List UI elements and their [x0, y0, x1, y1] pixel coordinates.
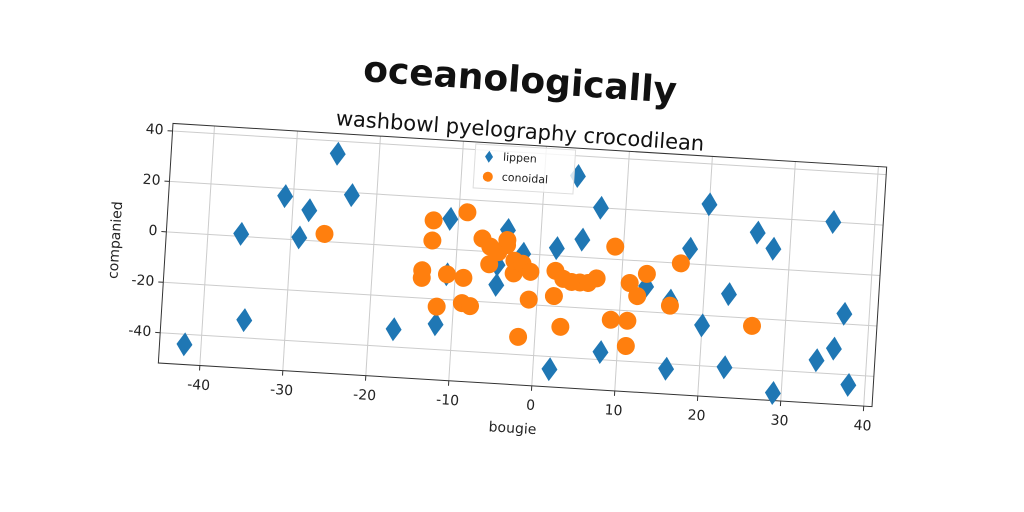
- legend-label: lippen: [503, 151, 538, 166]
- point: [427, 312, 444, 337]
- point: [329, 141, 346, 166]
- point: [412, 268, 431, 287]
- point: [315, 224, 334, 243]
- grid-line: [365, 136, 381, 376]
- point: [551, 317, 570, 336]
- point: [291, 225, 308, 250]
- grid-line: [282, 131, 298, 371]
- point: [574, 227, 591, 252]
- point: [461, 297, 480, 316]
- x-axis-label: bougie: [488, 419, 537, 438]
- point: [825, 210, 842, 235]
- point: [509, 327, 528, 346]
- point: [442, 206, 459, 231]
- point: [628, 287, 647, 306]
- y-axis-label: companied: [105, 201, 126, 279]
- grid-line: [780, 161, 796, 402]
- point: [601, 310, 620, 329]
- point: [488, 272, 505, 297]
- point: [385, 317, 402, 342]
- point: [544, 287, 563, 306]
- grid-line: [160, 332, 874, 377]
- grid-line: [448, 141, 464, 381]
- chart-title: oceanologically: [362, 49, 678, 112]
- grid-line: [614, 151, 630, 391]
- y-tick-label: 40: [145, 121, 164, 138]
- point: [427, 297, 446, 316]
- point: [720, 282, 737, 307]
- point: [592, 195, 609, 220]
- legend-label: conoidal: [501, 171, 548, 187]
- point: [233, 221, 250, 246]
- legend-marker: [482, 171, 493, 182]
- point: [343, 183, 360, 208]
- plot-frame: [157, 122, 888, 408]
- point: [840, 372, 857, 397]
- x-tick-label: -20: [353, 387, 377, 404]
- point: [618, 311, 637, 330]
- point: [694, 313, 711, 338]
- point: [521, 262, 540, 281]
- grid-line: [163, 281, 877, 327]
- y-tick-label: -40: [128, 323, 152, 340]
- point: [716, 355, 733, 380]
- point: [301, 198, 318, 223]
- point: [616, 337, 635, 356]
- x-tick-label: 40: [853, 418, 872, 435]
- legend-box: [472, 143, 577, 195]
- point: [454, 268, 473, 287]
- point: [548, 236, 565, 261]
- point: [587, 269, 606, 288]
- point: [637, 264, 656, 283]
- y-tick-label: 0: [148, 223, 158, 240]
- point: [424, 211, 443, 230]
- legend-marker: [485, 150, 494, 163]
- point: [825, 336, 842, 361]
- point: [671, 254, 690, 273]
- grid-line: [863, 166, 879, 407]
- x-tick-label: -30: [270, 382, 294, 399]
- point: [541, 357, 558, 382]
- x-tick-label: 0: [526, 398, 536, 415]
- y-tick-label: 20: [142, 172, 161, 189]
- point: [606, 237, 625, 256]
- point: [423, 231, 442, 250]
- grid-line: [199, 125, 215, 366]
- x-tick-label: 10: [604, 402, 623, 419]
- grid-line: [697, 156, 713, 397]
- point: [836, 301, 853, 326]
- point: [277, 184, 294, 209]
- point: [458, 203, 477, 222]
- point: [682, 236, 699, 261]
- point: [658, 356, 675, 381]
- point: [749, 220, 766, 245]
- x-tick-label: -40: [187, 377, 211, 394]
- x-tick-label: -10: [436, 392, 460, 409]
- point: [519, 290, 538, 309]
- plot: -40 -30 -20 -10 0 10 20 30 40 -40 -20 0 20 40 bougie co…: [105, 121, 888, 438]
- point: [765, 236, 782, 261]
- point: [498, 231, 517, 250]
- point: [660, 296, 679, 315]
- x-tick-label: 30: [770, 412, 789, 429]
- x-tick-label: 20: [687, 407, 706, 424]
- y-tick-label: -20: [131, 272, 155, 289]
- point: [437, 265, 456, 284]
- point: [808, 348, 825, 373]
- point: [236, 308, 253, 333]
- point: [592, 340, 609, 365]
- point: [176, 332, 193, 357]
- point: [743, 316, 762, 335]
- point: [620, 273, 639, 292]
- point: [764, 380, 781, 405]
- point: [701, 192, 718, 217]
